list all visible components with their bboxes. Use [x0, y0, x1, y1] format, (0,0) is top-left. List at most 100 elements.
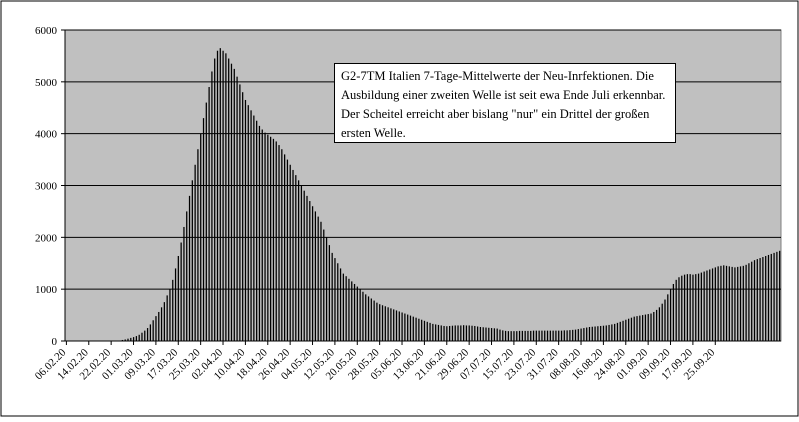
bar	[164, 302, 165, 341]
bar	[690, 274, 691, 341]
bar	[220, 48, 221, 341]
bar	[329, 245, 330, 341]
bar	[608, 325, 609, 341]
bar	[399, 311, 400, 341]
bar	[485, 328, 486, 341]
bar	[231, 64, 232, 341]
bar	[580, 329, 581, 341]
bar	[748, 263, 749, 341]
bar	[695, 274, 696, 341]
bar	[385, 306, 386, 341]
bar	[446, 326, 447, 341]
bar	[441, 325, 442, 341]
bar	[181, 243, 182, 341]
bar	[519, 331, 520, 341]
bar	[718, 266, 719, 341]
bar	[203, 118, 204, 341]
bar	[452, 326, 453, 341]
bar	[189, 196, 190, 341]
bar	[634, 317, 635, 341]
bar	[709, 269, 710, 341]
bar	[592, 327, 593, 341]
bar	[139, 335, 140, 341]
bar	[583, 328, 584, 341]
bar	[429, 323, 430, 341]
bar	[259, 126, 260, 341]
bar	[740, 266, 741, 341]
bar	[169, 289, 170, 341]
bar	[449, 326, 450, 341]
bar	[136, 336, 137, 341]
bar	[566, 330, 567, 341]
bar	[150, 324, 151, 341]
bar	[360, 289, 361, 341]
bar	[511, 331, 512, 341]
bar	[309, 201, 310, 341]
bar	[326, 237, 327, 341]
bar	[178, 256, 179, 341]
bar	[499, 330, 500, 341]
bar	[558, 331, 559, 341]
bar	[698, 274, 699, 341]
bar	[200, 134, 201, 341]
bar	[480, 327, 481, 341]
bar	[516, 331, 517, 341]
bar	[273, 139, 274, 341]
bar	[281, 149, 282, 341]
bar	[357, 287, 358, 341]
bar	[715, 267, 716, 341]
bar	[720, 266, 721, 341]
bar	[376, 303, 377, 341]
bar	[346, 276, 347, 341]
y-tick-label: 1000	[35, 284, 58, 296]
bar	[771, 254, 772, 341]
bar	[234, 69, 235, 341]
bar	[533, 331, 534, 341]
bar	[410, 316, 411, 341]
bar	[656, 310, 657, 341]
y-tick-label: 6000	[35, 25, 58, 37]
bar	[340, 268, 341, 341]
bar	[483, 327, 484, 341]
bar	[158, 312, 159, 341]
bar	[505, 331, 506, 341]
bar	[225, 53, 226, 341]
bar	[396, 310, 397, 341]
bar	[368, 296, 369, 341]
bar	[236, 77, 237, 341]
bar	[497, 329, 498, 341]
bar	[248, 105, 249, 341]
bar	[734, 267, 735, 341]
bar	[706, 271, 707, 341]
bar	[239, 84, 240, 341]
bar	[284, 154, 285, 341]
bar	[351, 281, 352, 341]
bar	[617, 323, 618, 341]
bar	[773, 253, 774, 341]
bar	[382, 305, 383, 341]
bar	[673, 284, 674, 341]
y-tick-label: 3000	[35, 181, 58, 193]
y-tick-label: 0	[52, 336, 58, 348]
bar	[628, 319, 629, 341]
bar	[488, 328, 489, 341]
bar	[460, 325, 461, 341]
bar	[290, 165, 291, 341]
bar	[687, 274, 688, 341]
bar	[502, 330, 503, 341]
bar	[466, 325, 467, 341]
bar	[737, 267, 738, 341]
bar	[477, 326, 478, 341]
bar	[195, 165, 196, 341]
bar	[298, 180, 299, 341]
bar	[469, 325, 470, 341]
bar	[276, 141, 277, 341]
bar	[217, 51, 218, 341]
bar	[759, 258, 760, 341]
bar	[312, 206, 313, 341]
bar	[611, 324, 612, 341]
bar	[553, 331, 554, 341]
bar	[337, 263, 338, 341]
bar	[622, 321, 623, 341]
